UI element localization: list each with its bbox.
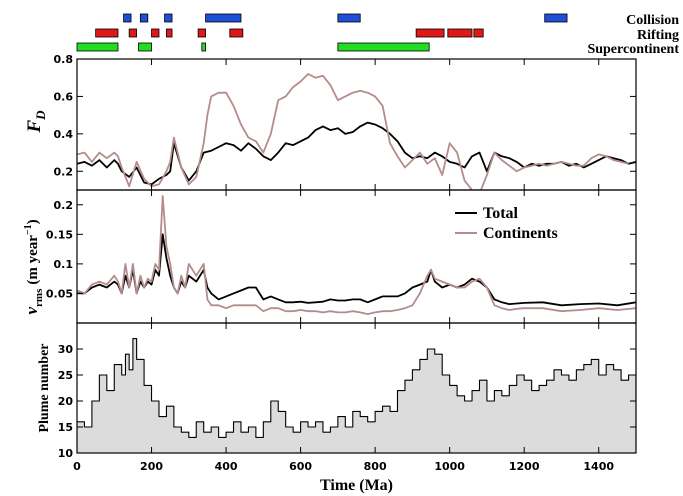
event-bar-rifting-5 — [229, 28, 244, 38]
event-label-collision: Collision — [626, 13, 679, 28]
x-axis-label: Time (Ma) — [320, 477, 393, 494]
y-tick-label-plumes-15: 15 — [58, 421, 73, 434]
legend-label-total: Total — [483, 205, 519, 222]
y-tick-label-fd-0.4: 0.4 — [54, 128, 74, 141]
y-tick-label-plumes-25: 25 — [58, 369, 73, 382]
event-bar-rifting-3 — [166, 28, 173, 38]
event-label-rifting: Rifting — [637, 28, 679, 43]
event-bar-rifting-2 — [151, 28, 160, 38]
x-tick-label-1200: 1200 — [509, 460, 540, 473]
series-line-fd-continents — [77, 73, 629, 190]
event-bar-rifting-4 — [197, 28, 206, 38]
x-axis: 0 200 400 600 800 1000 1200 1400 Time (Ma) — [73, 460, 614, 494]
y-tick-label-vrms-0.1: 0.1 — [54, 258, 74, 271]
panel-plumes: 10 15 20 25 30 Plume number — [37, 322, 637, 460]
event-bar-rifting-6 — [415, 28, 445, 38]
series-line-fd-total — [77, 121, 636, 186]
x-tick-label-200: 200 — [140, 460, 163, 473]
event-bar-rifting-7 — [447, 28, 473, 38]
y-tick-label-plumes-30: 30 — [58, 343, 74, 356]
event-bar-supercontinent-2 — [201, 42, 206, 52]
y-tick-label-fd-0.2: 0.2 — [54, 165, 74, 178]
legend-label-continents: Continents — [483, 225, 558, 242]
series-line-vrms-continents — [77, 195, 636, 315]
x-tick-label-1000: 1000 — [434, 460, 465, 473]
plume-area — [77, 338, 636, 453]
event-bar-rifting-8 — [473, 28, 484, 38]
panel-frame-plumes — [76, 322, 637, 454]
event-bar-collision-3 — [205, 13, 242, 23]
x-tick-label-600: 600 — [289, 460, 312, 473]
y-tick-label-vrms-0.15: 0.15 — [46, 228, 73, 241]
y-tick-label-plumes-20: 20 — [58, 395, 74, 408]
event-bar-rifting-0 — [95, 28, 119, 38]
x-tick-label-0: 0 — [73, 460, 81, 473]
event-bar-collision-0 — [123, 13, 132, 23]
event-label-supercontinent: Supercontinent — [587, 42, 679, 57]
series-line-plumes-plume-number — [77, 338, 636, 438]
panel-vrms: 0.05 0.1 0.15 0.2 vrms(m year−1) Total Contine… — [22, 189, 637, 324]
x-tick-label-800: 800 — [364, 460, 387, 473]
y-axis-label-plumes: Plume number — [37, 343, 52, 432]
y-axis-label-fd: FD — [24, 110, 48, 134]
event-bar-collision-2 — [164, 13, 173, 23]
panel-frame-fd — [76, 58, 637, 191]
x-tick-label-1400: 1400 — [583, 460, 614, 473]
panel-fd: 0.2 0.4 0.6 0.8 FD — [24, 53, 637, 191]
event-bar-collision-5 — [544, 13, 568, 23]
y-tick-label-plumes-10: 10 — [58, 447, 74, 460]
y-tick-label-vrms-0.2: 0.2 — [54, 199, 74, 212]
y-axis-label-vrms: vrms(m year−1) — [22, 219, 45, 314]
event-bar-rifting-1 — [128, 28, 138, 38]
y-tick-label-fd-0.8: 0.8 — [54, 53, 74, 66]
event-bar-collision-1 — [139, 13, 149, 23]
event-bar-supercontinent-0 — [76, 42, 119, 52]
event-bar-supercontinent-3 — [337, 42, 430, 52]
y-tick-label-fd-0.6: 0.6 — [54, 90, 74, 103]
y-tick-label-vrms-0.05: 0.05 — [46, 287, 73, 300]
event-bar-supercontinent-1 — [138, 42, 152, 52]
event-bar-collision-4 — [337, 13, 361, 23]
x-tick-label-400: 400 — [215, 460, 238, 473]
